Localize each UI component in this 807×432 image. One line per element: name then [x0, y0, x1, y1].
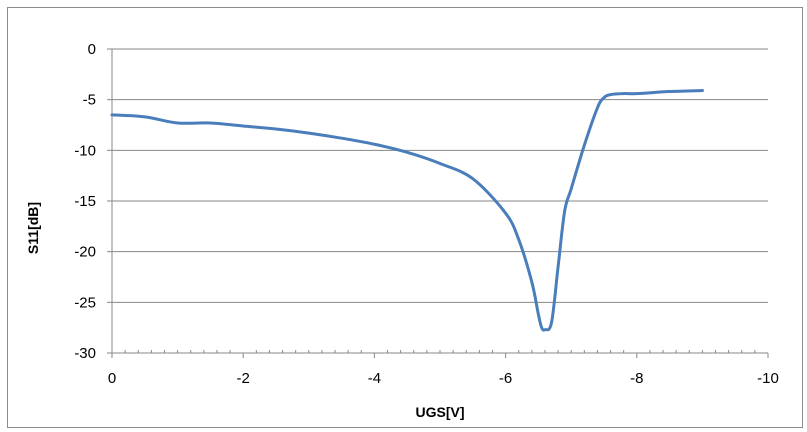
y-tick-label: -20 — [74, 244, 96, 261]
x-axis-title: UGS[V] — [416, 404, 465, 420]
y-tick-label: -30 — [74, 345, 96, 362]
series-line-0 — [112, 91, 702, 331]
x-tick-label: -2 — [237, 370, 250, 387]
y-tick-label: -25 — [74, 294, 96, 311]
x-tick-label: -8 — [630, 370, 643, 387]
x-tick-label: -4 — [368, 370, 381, 387]
y-axis-title: S11[dB] — [25, 202, 41, 254]
gridlines — [112, 49, 768, 302]
y-tick-label: -5 — [83, 92, 96, 109]
x-tick-label: 0 — [108, 370, 116, 387]
series — [112, 91, 702, 331]
y-tick-label: 0 — [88, 41, 96, 58]
y-tick-label: -10 — [74, 142, 96, 159]
x-tick-label: -6 — [499, 370, 512, 387]
x-tick-label: -10 — [757, 370, 779, 387]
axes — [107, 49, 768, 358]
y-tick-label: -15 — [74, 193, 96, 210]
